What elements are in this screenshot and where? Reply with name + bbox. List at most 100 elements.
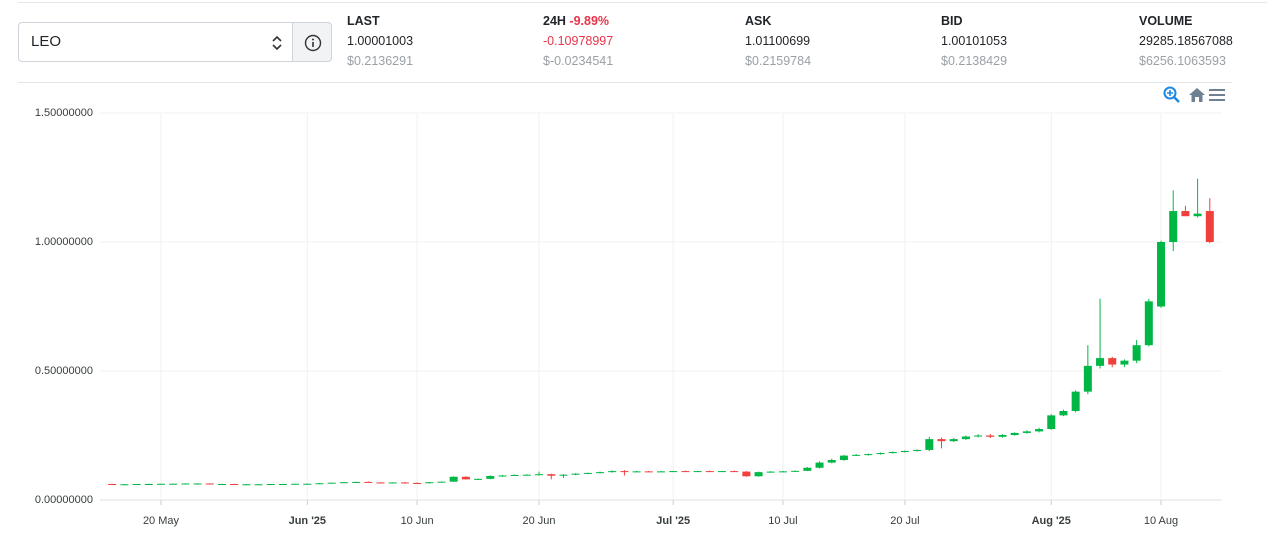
zoom-in-button[interactable] [1163,86,1181,104]
candle-body [742,471,751,477]
candle-body [596,472,605,474]
candle-body [852,454,861,456]
y-tick-label: 0.00000000 [35,494,93,506]
candle-body [449,476,458,482]
x-tick-label: 20 Jun [523,515,556,527]
divider [18,2,1267,3]
candle-body [1035,429,1044,432]
candle-body [657,471,665,473]
stat-label: BID [941,14,1007,34]
stat-label: VOLUME [1139,14,1233,34]
candle-body [766,471,775,473]
x-tick-label: Jun '25 [289,515,326,527]
stat-label-text: VOLUME [1139,14,1193,28]
candle-body [913,449,922,451]
stat-column: LAST 1.00001003 $0.2136291 [347,14,413,68]
candle-body [778,471,787,473]
candle-body [1083,365,1092,392]
stat-label-text: ASK [745,14,772,28]
stat-value: 1.00101053 [941,34,1008,48]
candle-body [217,484,226,486]
candle-body [1169,211,1178,242]
candle-body [388,482,397,484]
x-tick-label: 10 Jun [401,515,434,527]
candle-body [876,453,885,455]
stat-usd: $0.2136291 [347,54,414,68]
candle-body [705,471,714,473]
info-button[interactable] [292,22,332,62]
candle-body [717,471,726,473]
candle-body [1108,358,1117,365]
candle-body [1010,432,1019,435]
candle-body [1071,391,1080,411]
reset-zoom-button[interactable] [1188,86,1206,104]
candle-body [254,484,263,486]
candle-body [510,474,519,476]
candle-body [205,483,214,485]
candle-body [632,471,641,473]
stat-label: LAST [347,14,413,34]
candle-body [486,476,495,479]
candle-body [1181,211,1190,217]
candle-body [1193,213,1202,217]
candle-body [437,481,446,483]
stat-value: 1.01100699 [745,34,811,48]
candle-body [120,484,129,486]
info-icon [304,34,322,52]
stat-usd: $0.2159784 [745,54,812,68]
market-symbol: LEO [31,33,62,50]
stat-column: 24H -9.89% -0.10978997 $-0.0234541 [543,14,613,68]
select-arrows [272,35,282,51]
candle-body [315,483,324,485]
candle-body [181,483,190,485]
candle-body [791,470,800,472]
candle-body [1096,358,1105,366]
candle-body [230,484,239,486]
candle-body [400,482,409,484]
candle-body [681,471,690,473]
candle-body [266,484,275,486]
candle-body [693,471,702,473]
stat-column: VOLUME 29285.18567088 $6256.1063593 [1139,14,1233,68]
stat-usd: $-0.0234541 [543,54,614,68]
candle-body [803,467,812,471]
candle-body [974,435,983,437]
x-tick-label: 10 Jul [768,515,797,527]
candle-body [1059,410,1068,416]
candle-body [291,483,300,485]
candle-body [108,484,117,486]
candle-body [339,482,348,484]
candle-body [303,483,312,485]
x-tick-label: 20 Jul [890,515,919,527]
y-tick-label: 0.50000000 [35,365,93,377]
menu-button[interactable] [1208,86,1226,104]
candle-body [937,439,946,442]
candle-body [998,434,1007,437]
candle-body [327,482,336,484]
candle-body [986,435,995,437]
candle-body [900,450,909,453]
y-tick-label: 1.50000000 [35,107,93,119]
candle-body [620,471,629,473]
candle-body [1120,360,1129,365]
divider [18,82,1232,83]
candle-body [376,482,385,484]
candle-body [352,481,361,483]
candle-body [132,484,141,486]
x-tick-label: 20 May [143,515,180,527]
candle-body [925,439,934,450]
stat-value: -0.10978997 [543,34,614,48]
stat-label-text: LAST [347,14,380,28]
candle-body [949,439,958,442]
candle-body [1047,415,1056,430]
stat-column: ASK 1.01100699 $0.2159784 [745,14,811,68]
candle-body [754,472,763,477]
stat-label-text: BID [941,14,963,28]
x-tick-label: 10 Aug [1144,515,1178,527]
stat-label: ASK [745,14,811,34]
candle-body [425,482,434,484]
candle-body [535,474,544,476]
stat-change: -9.89% [569,14,610,28]
candle-body [961,436,970,440]
